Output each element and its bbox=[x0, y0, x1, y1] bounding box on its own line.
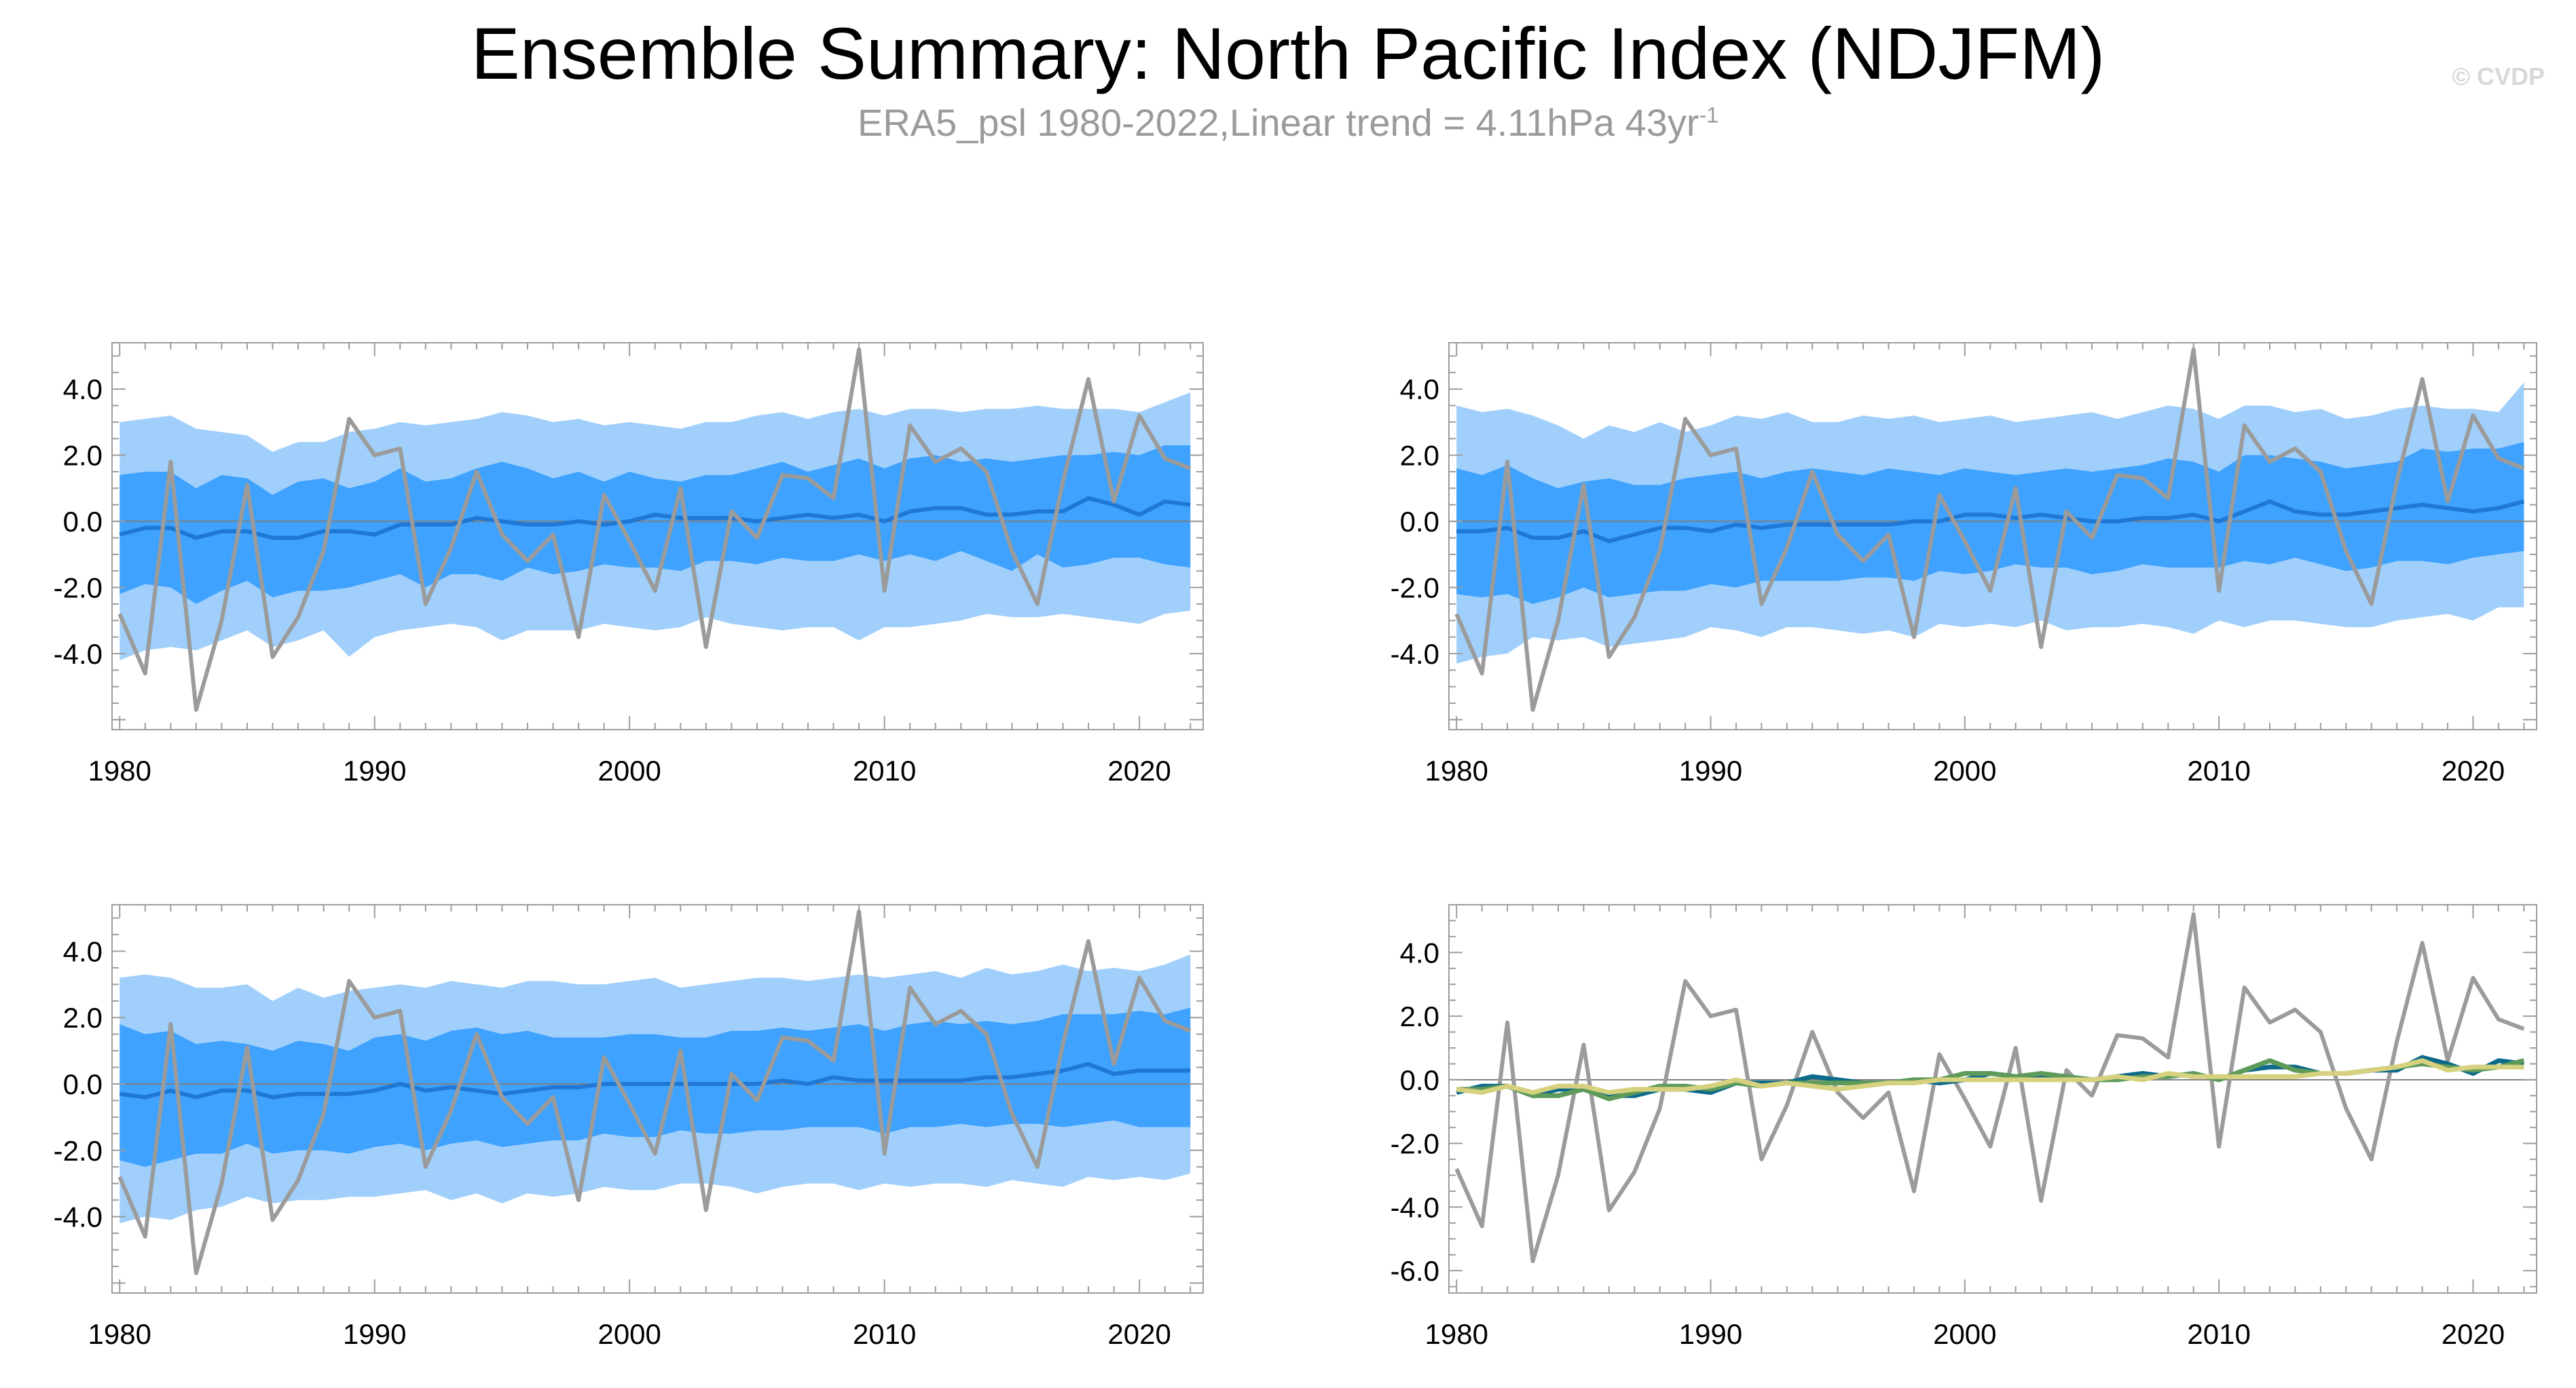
plot-frame bbox=[111, 904, 1204, 1294]
y-tick-label: -4.0 bbox=[1391, 1191, 1439, 1223]
observed-line bbox=[117, 909, 1192, 1275]
x-tick-label: 2020 bbox=[1107, 755, 1171, 787]
y-tick-label: 2.0 bbox=[1400, 440, 1439, 472]
x-tick-label: 1990 bbox=[1679, 1318, 1742, 1350]
x-tick-label: 2020 bbox=[2442, 755, 2505, 787]
cvdp-watermark: © CVDP bbox=[2452, 62, 2545, 90]
plot-frame bbox=[111, 342, 1204, 730]
inner-spread-band bbox=[119, 1007, 1191, 1167]
observed-line bbox=[117, 347, 1192, 712]
panel-OLENS_simple_8yrb: -4.0 -2.0 0.0 2.0 4.0 1980 1990 2000 2010 2020 bbox=[54, 904, 1204, 1350]
x-tick-label: 2020 bbox=[2442, 1318, 2505, 1350]
panel-OLENS_simple_6yrb: -4.0 -2.0 0.0 2.0 4.0 1980 1990 2000 2010 2020 bbox=[1391, 342, 2537, 787]
plot-area bbox=[1449, 912, 2537, 1264]
x-tick-label: 1990 bbox=[343, 755, 406, 787]
y-tick-label: 2.0 bbox=[63, 1002, 103, 1034]
y-tick-label: 0.0 bbox=[63, 1068, 103, 1100]
ensemble-mean-line bbox=[1456, 499, 2525, 544]
x-tick-label: 2000 bbox=[597, 1318, 661, 1350]
x-tick-label: 2010 bbox=[2187, 755, 2250, 787]
y-tick-label: 0.0 bbox=[1400, 506, 1439, 538]
x-tick-label: 1980 bbox=[88, 1318, 151, 1350]
y-tick-label: 0.0 bbox=[1400, 1064, 1439, 1096]
inner-spread-band bbox=[1456, 442, 2524, 604]
x-tick-label: 2000 bbox=[1933, 755, 1996, 787]
y-tick-label: -4.0 bbox=[54, 1201, 103, 1233]
observed-line bbox=[1454, 912, 2525, 1264]
plot-area bbox=[112, 347, 1203, 712]
y-tick-label: -4.0 bbox=[1391, 638, 1439, 670]
plot-frame bbox=[1448, 342, 2537, 730]
y-tick-label: -2.0 bbox=[54, 1135, 103, 1167]
subtitle-superscript: -1 bbox=[1699, 102, 1719, 128]
observed-line bbox=[1454, 347, 2525, 712]
y-tick-label: -6.0 bbox=[1391, 1255, 1439, 1287]
panel-ensemble_mean_summary: -6.0 -4.0 -2.0 0.0 2.0 4.0 1980 1990 2000 2010 202… bbox=[1391, 904, 2537, 1350]
x-tick-label: 2010 bbox=[2187, 1318, 2250, 1350]
x-tick-label: 2010 bbox=[853, 755, 916, 787]
y-tick-label: -2.0 bbox=[54, 572, 103, 604]
inner-spread-band bbox=[119, 445, 1191, 604]
figure-subtitle: ERA5_psl 1980-2022,Linear trend = 4.11hP… bbox=[0, 100, 2576, 145]
plot-area bbox=[112, 909, 1203, 1275]
x-tick-label: 2000 bbox=[597, 755, 661, 787]
figure-title: Ensemble Summary: North Pacific Index (N… bbox=[471, 12, 2105, 94]
x-tick-label: 1980 bbox=[1425, 1318, 1488, 1350]
x-tick-label: 1990 bbox=[1679, 755, 1742, 787]
y-tick-label: -2.0 bbox=[1391, 1128, 1439, 1160]
plot-frame bbox=[1448, 904, 2537, 1294]
y-tick-label: 4.0 bbox=[1400, 373, 1439, 405]
ensemble-mean-line bbox=[119, 1062, 1191, 1100]
x-tick-label: 1980 bbox=[1425, 755, 1488, 787]
x-tick-label: 2020 bbox=[1107, 1318, 1171, 1350]
panel-OLENS_simple_4yrb: -4.0 -2.0 0.0 2.0 4.0 1980 1990 2000 2010 2020 bbox=[54, 342, 1204, 787]
ensemble-mean-line bbox=[119, 496, 1191, 540]
x-tick-label: 1990 bbox=[343, 1318, 406, 1350]
y-tick-label: 0.0 bbox=[63, 506, 103, 538]
plot-area bbox=[1449, 347, 2537, 712]
x-tick-label: 2000 bbox=[1933, 1318, 1996, 1350]
y-tick-label: -4.0 bbox=[54, 638, 103, 670]
subtitle-text: ERA5_psl 1980-2022,Linear trend = 4.11hP… bbox=[857, 101, 1699, 144]
y-tick-label: 4.0 bbox=[1400, 937, 1439, 969]
y-tick-label: -2.0 bbox=[1391, 572, 1439, 604]
y-tick-label: 4.0 bbox=[63, 373, 103, 405]
mean-line-OLENS_simple_8yrb bbox=[1456, 1058, 2524, 1095]
x-tick-label: 2010 bbox=[853, 1318, 916, 1350]
y-tick-label: 2.0 bbox=[63, 440, 103, 472]
x-tick-label: 1980 bbox=[88, 755, 151, 787]
y-tick-label: 2.0 bbox=[1400, 1000, 1439, 1032]
y-tick-label: 4.0 bbox=[63, 935, 103, 967]
